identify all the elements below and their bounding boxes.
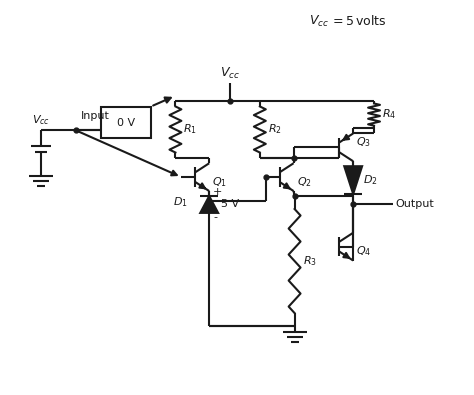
Text: Output: Output xyxy=(396,199,435,209)
Text: +: + xyxy=(213,187,223,197)
Text: $Q_1$: $Q_1$ xyxy=(212,175,227,189)
Text: Input: Input xyxy=(81,111,110,120)
Text: $V_{cc}$: $V_{cc}$ xyxy=(310,14,329,29)
Text: -: - xyxy=(213,212,217,222)
Text: $R_3$: $R_3$ xyxy=(302,254,317,268)
Text: 5 V: 5 V xyxy=(221,199,239,209)
Polygon shape xyxy=(200,196,218,213)
Text: 0 V: 0 V xyxy=(117,118,135,128)
Text: $R_1$: $R_1$ xyxy=(183,122,197,136)
FancyBboxPatch shape xyxy=(101,107,151,138)
Text: $Q_2$: $Q_2$ xyxy=(297,175,311,189)
Text: $R_4$: $R_4$ xyxy=(382,108,396,122)
Polygon shape xyxy=(344,166,362,194)
Text: $= 5\,\mathrm{volts}$: $= 5\,\mathrm{volts}$ xyxy=(330,14,387,28)
Text: $Q_3$: $Q_3$ xyxy=(356,135,371,149)
Text: $V_{cc}$: $V_{cc}$ xyxy=(32,113,50,126)
Text: $R_2$: $R_2$ xyxy=(268,122,282,136)
Text: $V_{cc}$: $V_{cc}$ xyxy=(220,66,240,81)
Text: $D_2$: $D_2$ xyxy=(363,173,378,187)
Text: $D_1$: $D_1$ xyxy=(173,195,187,209)
Text: $Q_4$: $Q_4$ xyxy=(356,245,372,258)
